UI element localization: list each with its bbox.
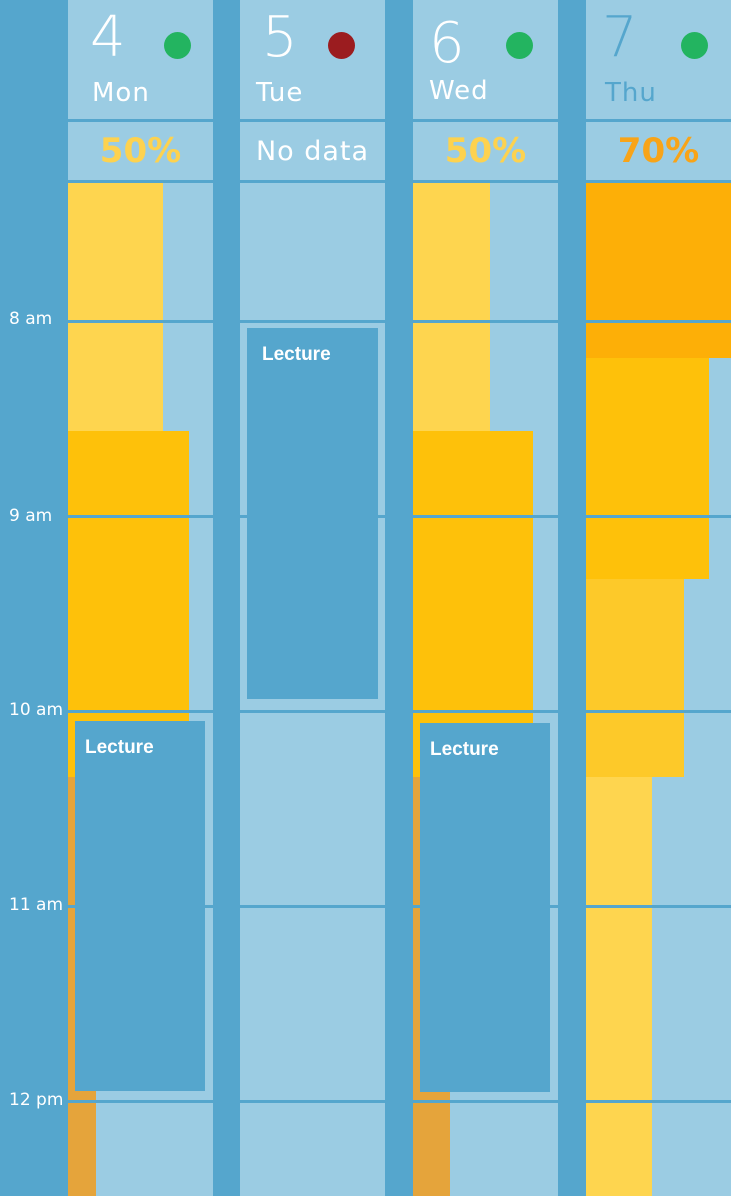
hour-line bbox=[240, 320, 385, 323]
day-column-thu[interactable]: 7 Thu 70% bbox=[586, 0, 731, 1196]
event-title: Lecture bbox=[430, 739, 499, 760]
day-number: 4 bbox=[90, 5, 126, 70]
load-block bbox=[586, 183, 731, 358]
day-column-tue[interactable]: 5 Tue No data Lecture bbox=[240, 0, 385, 1196]
time-label-9am: 9 am bbox=[9, 506, 53, 526]
day-header-mon[interactable]: 4 Mon bbox=[68, 0, 213, 120]
day-name: Tue bbox=[256, 78, 304, 108]
time-label-10am: 10 am bbox=[9, 700, 64, 720]
header-divider bbox=[586, 180, 731, 183]
load-block bbox=[586, 358, 709, 579]
day-header-thu[interactable]: 7 Thu bbox=[586, 0, 731, 120]
load-block bbox=[68, 183, 163, 431]
header-divider bbox=[68, 119, 213, 122]
day-percent: 50% bbox=[444, 131, 527, 171]
hour-line bbox=[413, 320, 558, 323]
day-percent: No data bbox=[255, 135, 370, 167]
day-name: Mon bbox=[92, 78, 150, 108]
hour-line bbox=[413, 710, 558, 713]
day-number: 6 bbox=[429, 11, 465, 76]
day-column-mon[interactable]: 4 Mon 50% Lecture bbox=[68, 0, 213, 1196]
hour-line bbox=[413, 515, 558, 518]
day-number: 5 bbox=[262, 5, 298, 70]
event-lecture[interactable]: Lecture bbox=[247, 328, 378, 699]
header-divider bbox=[586, 119, 731, 122]
status-dot-icon bbox=[328, 32, 355, 59]
day-percent-row: 70% bbox=[586, 122, 731, 180]
hour-line bbox=[240, 905, 385, 908]
day-name: Wed bbox=[429, 76, 489, 106]
load-block bbox=[68, 431, 189, 777]
header-divider bbox=[68, 180, 213, 183]
hour-line bbox=[586, 1100, 731, 1103]
header-divider bbox=[413, 119, 558, 122]
day-percent-row: 50% bbox=[413, 122, 558, 180]
hour-line bbox=[240, 710, 385, 713]
header-divider bbox=[413, 180, 558, 183]
hour-line bbox=[68, 320, 213, 323]
day-name: Thu bbox=[605, 78, 657, 108]
day-percent: 50% bbox=[99, 131, 182, 171]
event-lecture[interactable]: Lecture bbox=[420, 723, 550, 1092]
load-block bbox=[413, 431, 533, 777]
time-label-11am: 11 am bbox=[9, 895, 64, 915]
hour-line bbox=[68, 515, 213, 518]
time-label-8am: 8 am bbox=[9, 309, 53, 329]
day-percent: 70% bbox=[617, 131, 700, 171]
hour-line bbox=[586, 320, 731, 323]
load-block bbox=[586, 777, 652, 1196]
hour-line bbox=[68, 710, 213, 713]
time-label-12pm: 12 pm bbox=[9, 1090, 64, 1110]
event-title: Lecture bbox=[85, 737, 154, 758]
day-column-wed[interactable]: 6 Wed 50% Lecture bbox=[413, 0, 558, 1196]
header-divider bbox=[240, 119, 385, 122]
header-divider bbox=[240, 180, 385, 183]
hour-line bbox=[68, 1100, 213, 1103]
hour-line bbox=[586, 905, 731, 908]
day-number: 7 bbox=[602, 5, 638, 70]
load-block bbox=[586, 579, 684, 777]
day-percent-row: No data bbox=[240, 122, 385, 180]
load-block bbox=[413, 183, 490, 431]
hour-line bbox=[586, 515, 731, 518]
status-dot-icon bbox=[164, 32, 191, 59]
day-header-tue[interactable]: 5 Tue bbox=[240, 0, 385, 120]
hour-line bbox=[240, 1100, 385, 1103]
event-lecture[interactable]: Lecture bbox=[75, 721, 205, 1091]
event-title: Lecture bbox=[262, 344, 331, 365]
status-dot-icon bbox=[681, 32, 708, 59]
day-header-wed[interactable]: 6 Wed bbox=[413, 0, 558, 120]
hour-line bbox=[586, 710, 731, 713]
status-dot-icon bbox=[506, 32, 533, 59]
hour-line bbox=[413, 1100, 558, 1103]
day-percent-row: 50% bbox=[68, 122, 213, 180]
